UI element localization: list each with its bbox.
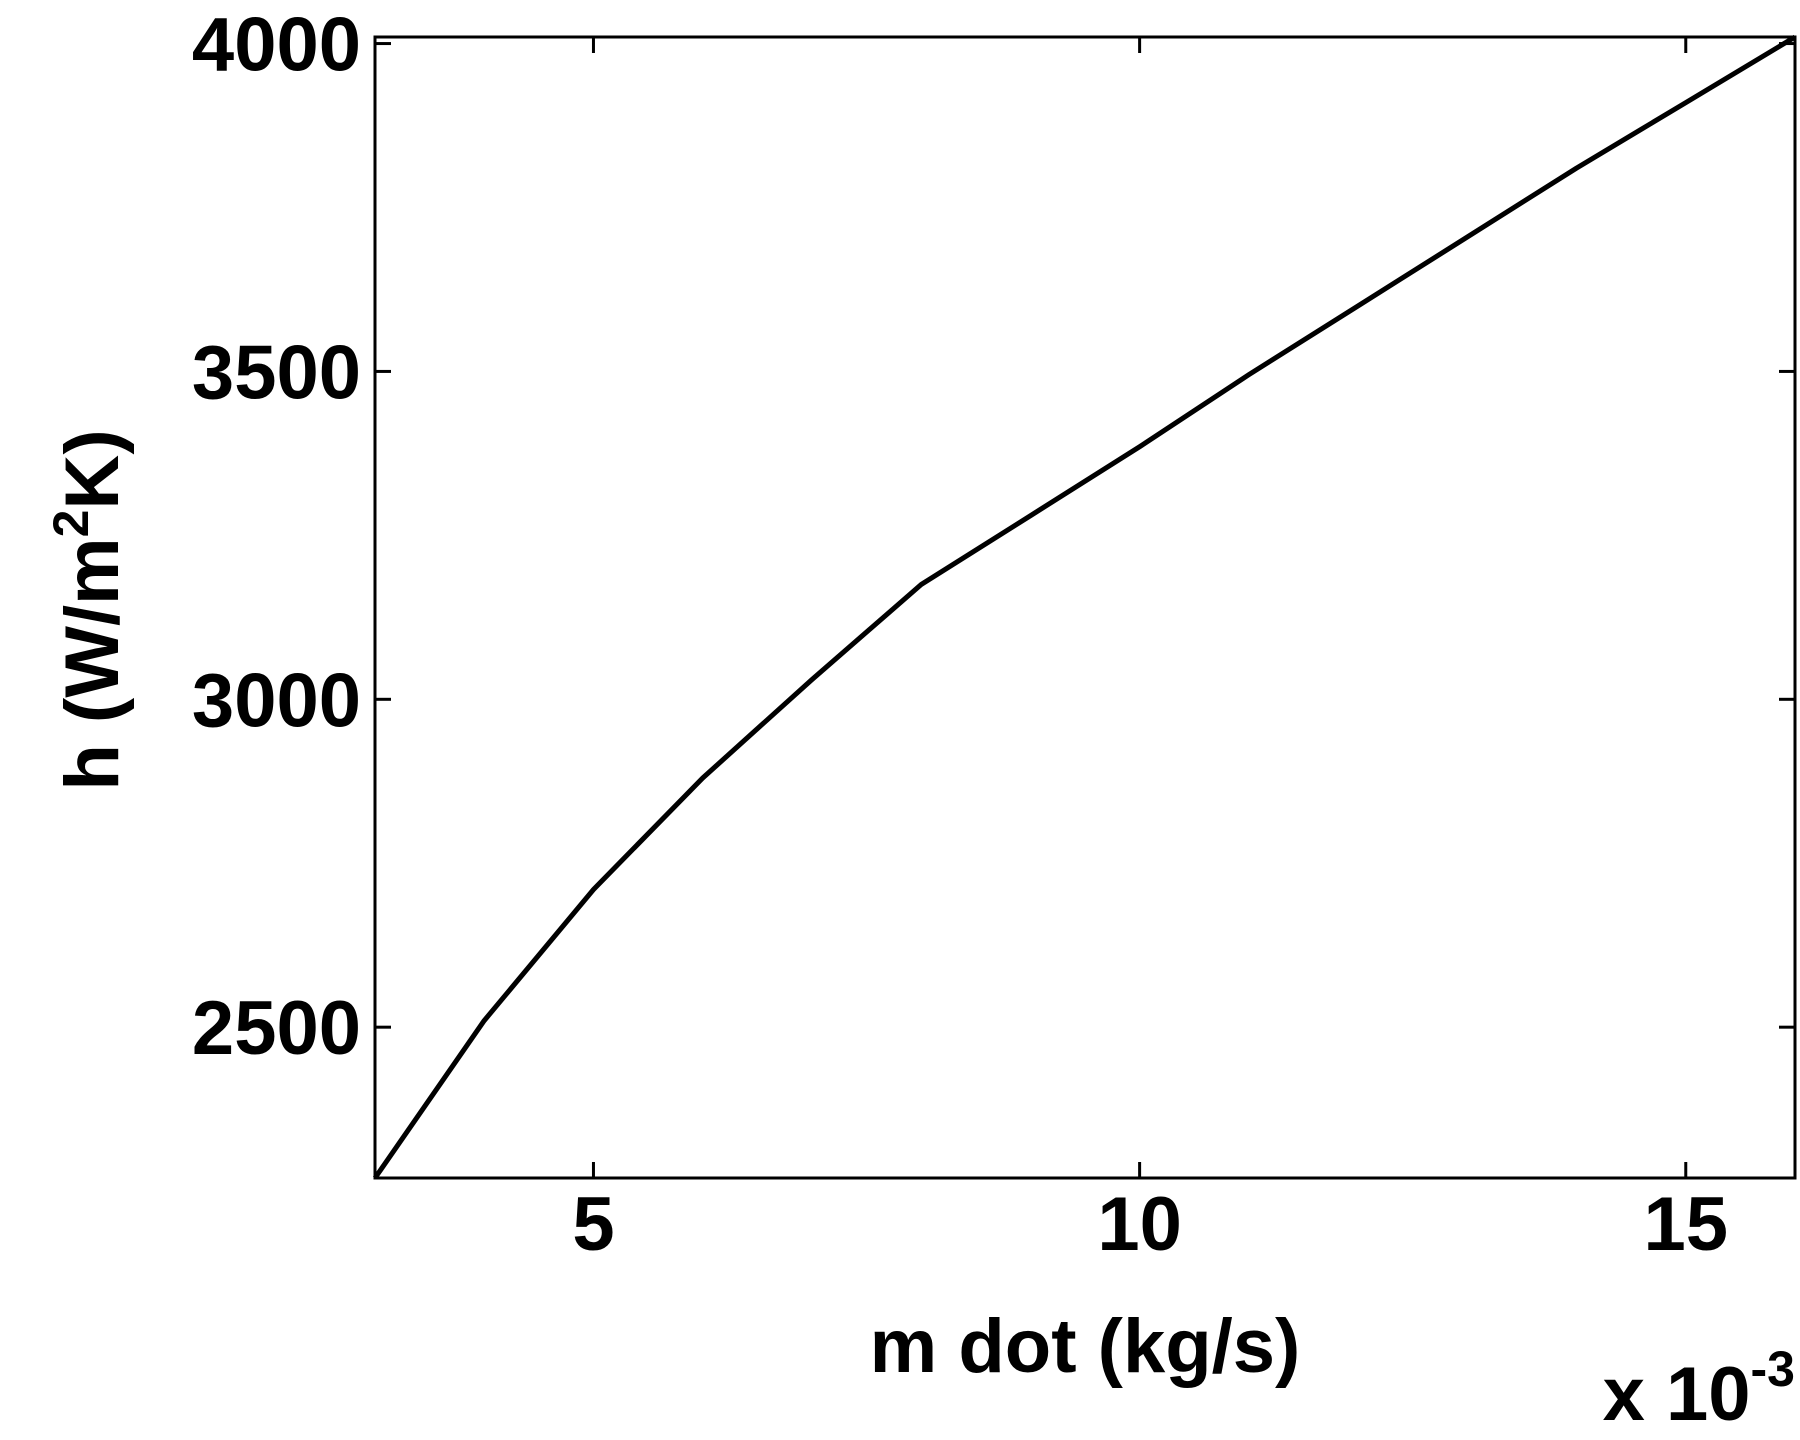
- y-tick-label: 2500: [192, 986, 361, 1071]
- y-axis-ticks: 2500 3000 3500 4000: [192, 3, 1795, 1071]
- y-axis-title-superscript: 2: [43, 510, 99, 538]
- x-axis-title: m dot (kg/s): [870, 1304, 1301, 1389]
- x-multiplier-exponent: -3: [1751, 1341, 1795, 1397]
- y-axis-title: h (W/m2K): [43, 429, 135, 790]
- y-tick-label: 3500: [192, 330, 361, 415]
- series-line-0: [372, 34, 1797, 1180]
- y-tick-label: 4000: [192, 3, 361, 88]
- y-tick-label: 3000: [192, 658, 361, 743]
- series-group: [372, 34, 1797, 1180]
- x-tick-label: 15: [1643, 1182, 1728, 1267]
- x-axis-ticks: 5 10 15: [572, 37, 1728, 1267]
- x-tick-label: 10: [1097, 1182, 1182, 1267]
- y-axis-title-main: h (W/m: [50, 537, 135, 790]
- plot-area: [373, 35, 1797, 1180]
- x-tick-label: 5: [572, 1182, 614, 1267]
- x-axis-multiplier: x 10-3: [1603, 1341, 1795, 1437]
- x-multiplier-base: x 10: [1603, 1352, 1751, 1437]
- y-axis-title-unit: K): [50, 429, 135, 509]
